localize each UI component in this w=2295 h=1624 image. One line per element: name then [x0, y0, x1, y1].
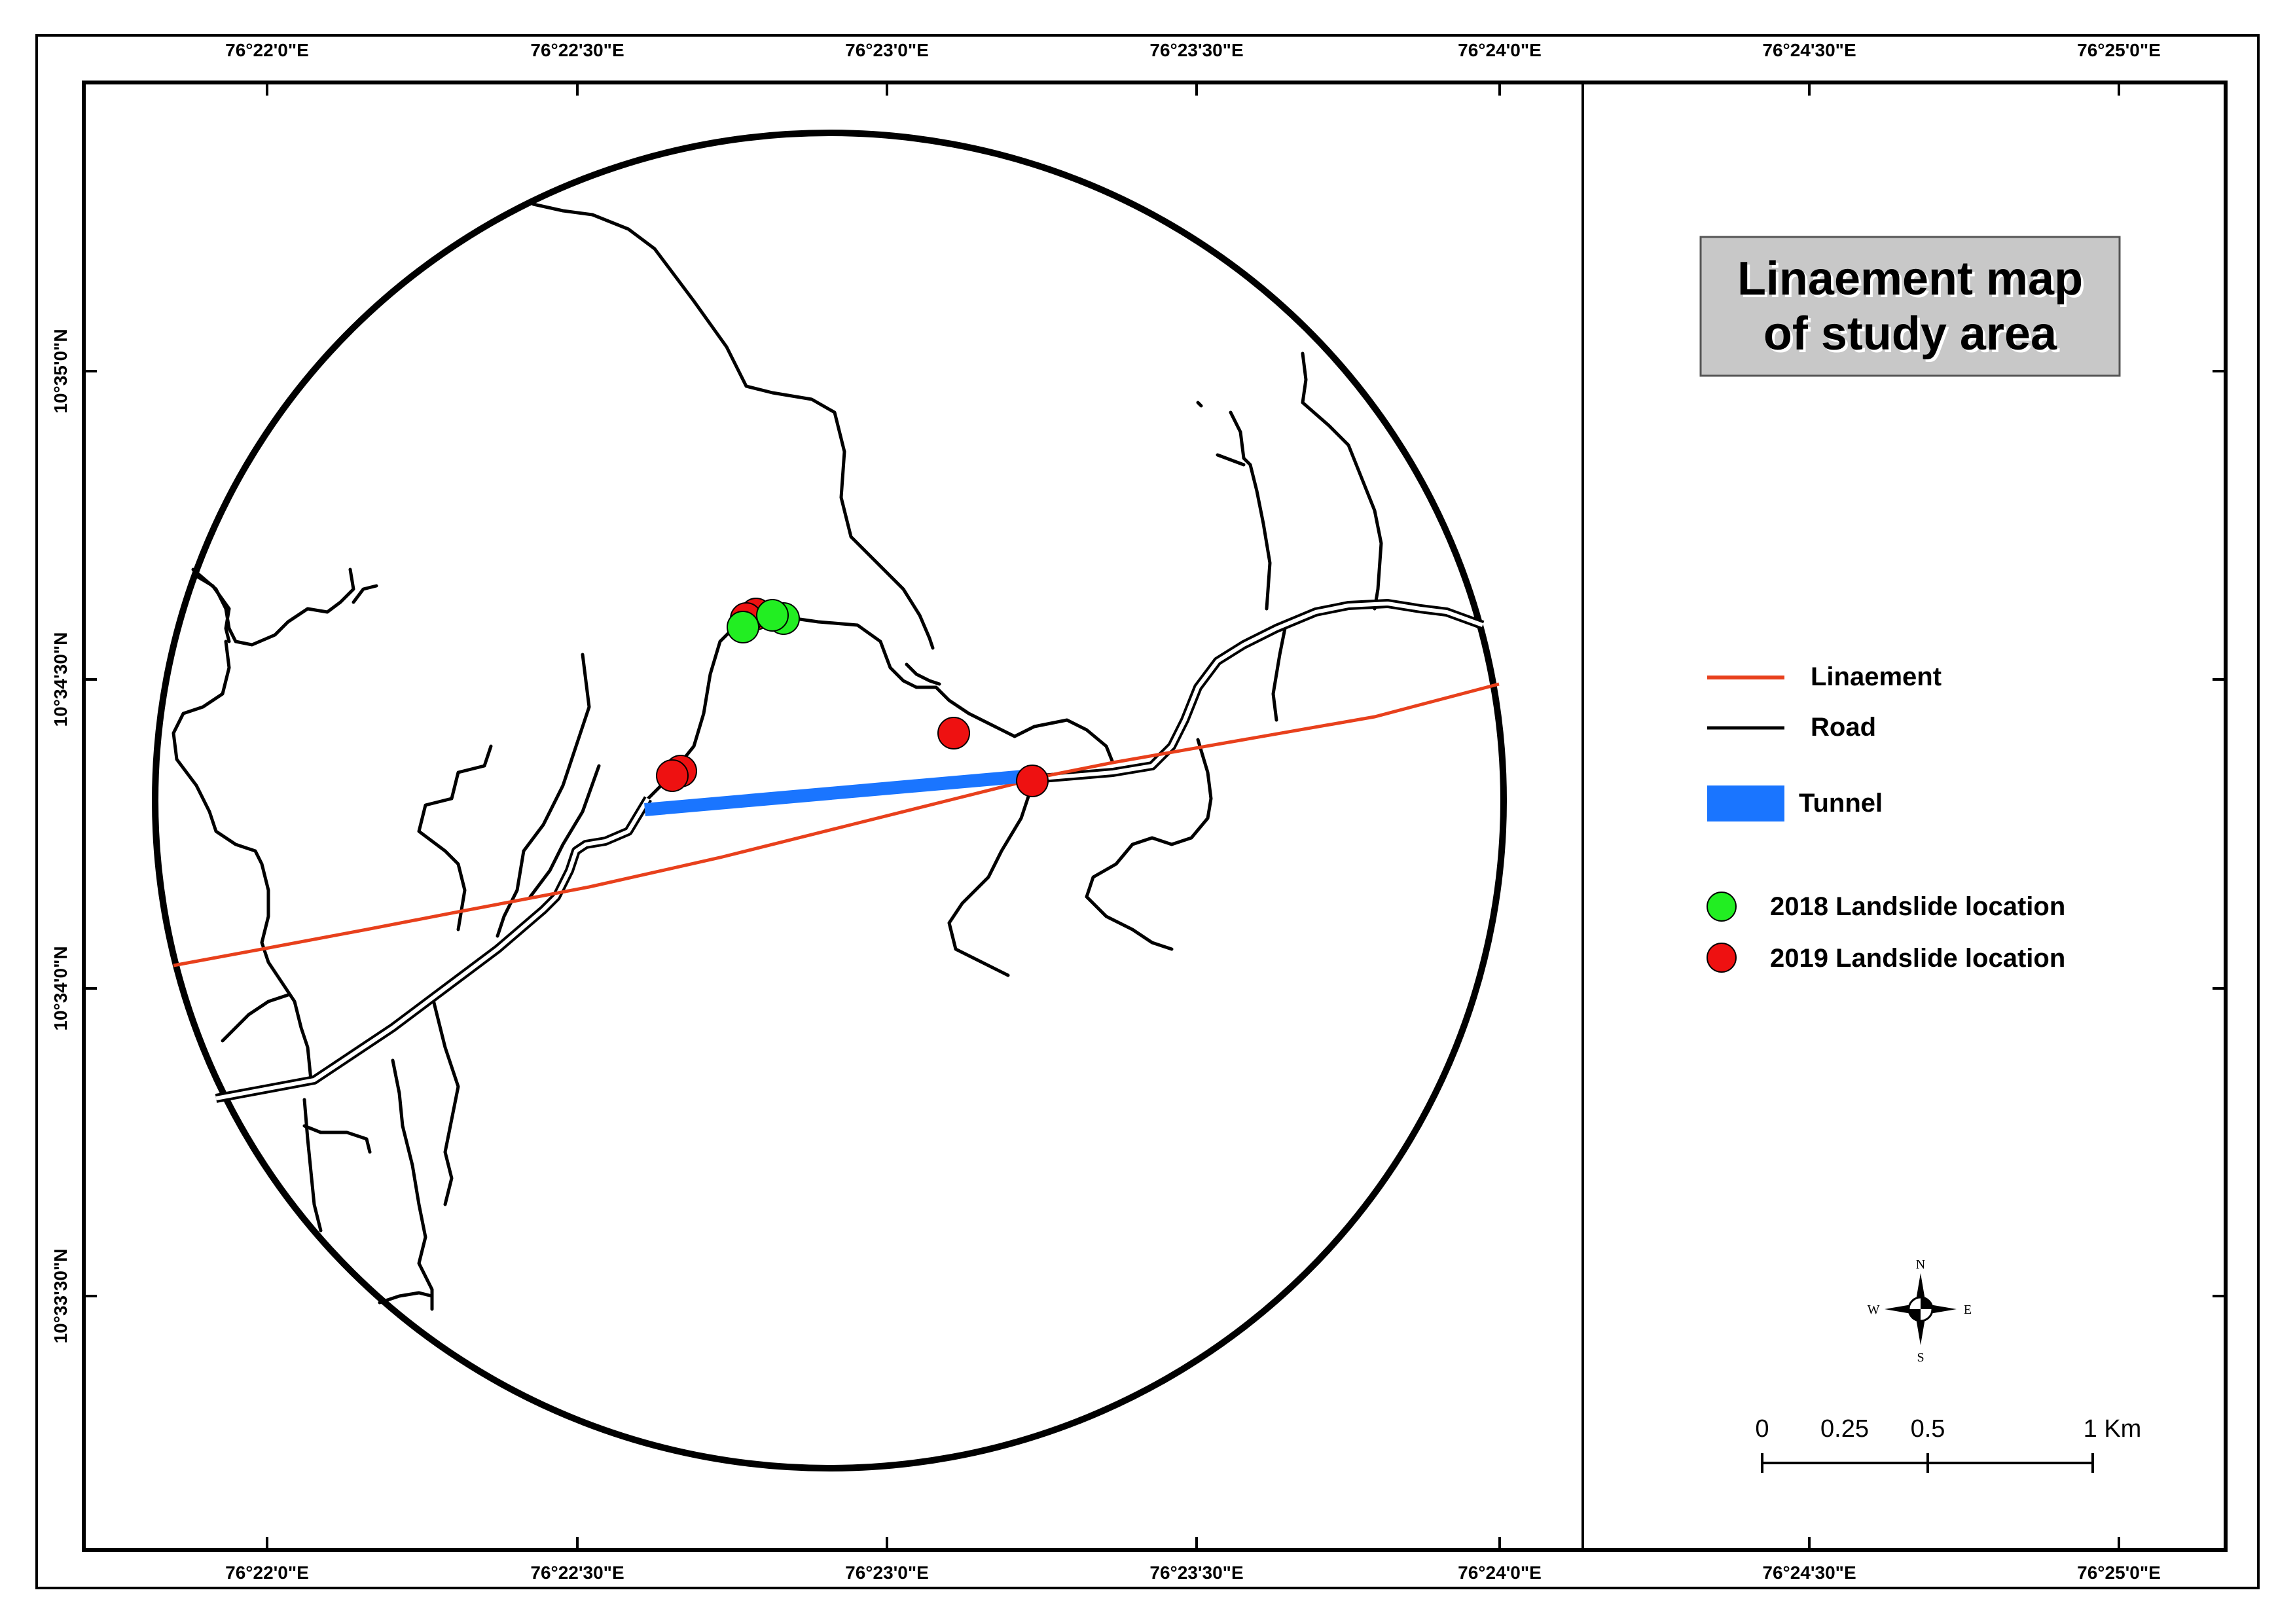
landslide-points — [656, 598, 1049, 797]
left-tick-label-3: 10°34'0"N — [50, 946, 71, 1030]
top-tick-marks — [266, 82, 2120, 96]
bottom-tick-marks — [266, 1537, 2120, 1550]
road-segment — [221, 993, 290, 1043]
road-segment — [391, 1058, 434, 1311]
top-tick-label-3: 76°23'0"E — [845, 40, 929, 60]
road-segment — [947, 777, 1036, 977]
bottom-tick-label-3: 76°23'0"E — [845, 1562, 929, 1583]
landslide-2018-point — [727, 611, 759, 643]
road-segment — [172, 640, 313, 1082]
legend-road-label: Road — [1811, 713, 1876, 742]
road-segment — [528, 764, 601, 899]
legend-2018-swatch — [1707, 892, 1737, 922]
top-tick-label-6: 76°24'30"E — [1762, 40, 1856, 60]
tunnel-line — [644, 769, 1032, 816]
road-segment — [496, 653, 591, 938]
left-tick-label-4: 10°33'30"N — [50, 1249, 71, 1344]
legend-tunnel-label: Tunnel — [1799, 789, 1883, 818]
road-segment — [532, 202, 935, 650]
legend: Linaement Road Tunnel 2018 Landslide loc… — [1707, 662, 2065, 973]
bottom-tick-label-4: 76°23'30"E — [1149, 1562, 1243, 1583]
title-line-2-shadow: of study area — [1766, 310, 2060, 363]
road-segment — [1271, 620, 1288, 722]
lineament-line — [173, 682, 1500, 967]
title-line-2: of study area — [1763, 308, 2057, 360]
top-tick-label-1: 76°22'0"E — [225, 40, 309, 60]
left-tick-marks — [84, 370, 97, 1297]
road-segment — [1216, 453, 1246, 467]
bottom-tick-label-6: 76°24'30"E — [1762, 1562, 1856, 1583]
map-frame — [82, 81, 2228, 1552]
top-tick-label-7: 76°25'0"E — [2077, 40, 2161, 60]
top-tick-label-4: 76°23'30"E — [1149, 40, 1243, 60]
compass-s: S — [1917, 1350, 1924, 1365]
landslide-2019-point — [656, 759, 689, 792]
compass-e: E — [1964, 1303, 1972, 1317]
road-segment — [194, 574, 231, 643]
landslide-2018-point — [756, 599, 789, 632]
left-tick-label-2: 10°34'30"N — [50, 632, 71, 727]
study-area-boundary — [152, 130, 1507, 1471]
landslide-2019-point — [937, 717, 970, 749]
landslide-2019-point — [1016, 765, 1049, 797]
road-segment — [302, 1124, 372, 1154]
bottom-tick-label-2: 76°22'30"E — [530, 1562, 624, 1583]
scale-label-025: 0.25 — [1820, 1415, 1869, 1443]
road-segment — [352, 584, 378, 604]
compass-w: W — [1868, 1303, 1880, 1317]
road-segment — [905, 662, 941, 686]
road-segment — [430, 993, 460, 1206]
bottom-tick-label-7: 76°25'0"E — [2077, 1562, 2161, 1583]
legend-lineament-label: Linaement — [1811, 662, 1942, 691]
outer-frame — [35, 34, 2260, 1589]
top-tick-label-2: 76°22'30"E — [530, 40, 624, 60]
scale-bar: 0 0.25 0.5 1 Km — [1755, 1415, 2141, 1473]
road-segment — [738, 613, 1115, 765]
scale-label-1km: 1 Km — [2084, 1415, 2142, 1443]
road-segment — [378, 1291, 434, 1305]
road-segment — [302, 1098, 323, 1233]
road-segment — [1301, 352, 1383, 611]
right-tick-marks — [2213, 370, 2226, 1297]
north-arrow: N S E W — [1868, 1257, 1972, 1365]
scale-label-0: 0 — [1755, 1415, 1769, 1443]
top-tick-label-5: 76°24'0"E — [1458, 40, 1542, 60]
road-segment — [1229, 410, 1272, 611]
road-network — [172, 202, 1383, 1311]
title-line-1-shadow: Linaement map — [1740, 255, 2086, 308]
road-segment — [1085, 738, 1213, 951]
scale-label-05: 0.5 — [1911, 1415, 1945, 1443]
highway — [215, 599, 1485, 1103]
road-segment — [191, 568, 355, 647]
bottom-tick-label-5: 76°24'0"E — [1458, 1562, 1542, 1583]
legend-tunnel-swatch — [1707, 785, 1784, 821]
legend-2018-label: 2018 Landslide location — [1770, 892, 2065, 921]
map-title: Linaement map Linaement map of study are… — [1699, 236, 2121, 377]
legend-2019-swatch — [1707, 943, 1737, 973]
compass-n: N — [1916, 1257, 1925, 1272]
road-segment — [1196, 401, 1203, 408]
left-tick-label-1: 10°35'0"N — [50, 329, 71, 413]
bottom-tick-label-1: 76°22'0"E — [225, 1562, 309, 1583]
road-segment — [417, 744, 493, 931]
title-line-1: Linaement map — [1737, 253, 2083, 305]
legend-2019-label: 2019 Landslide location — [1770, 944, 2065, 973]
